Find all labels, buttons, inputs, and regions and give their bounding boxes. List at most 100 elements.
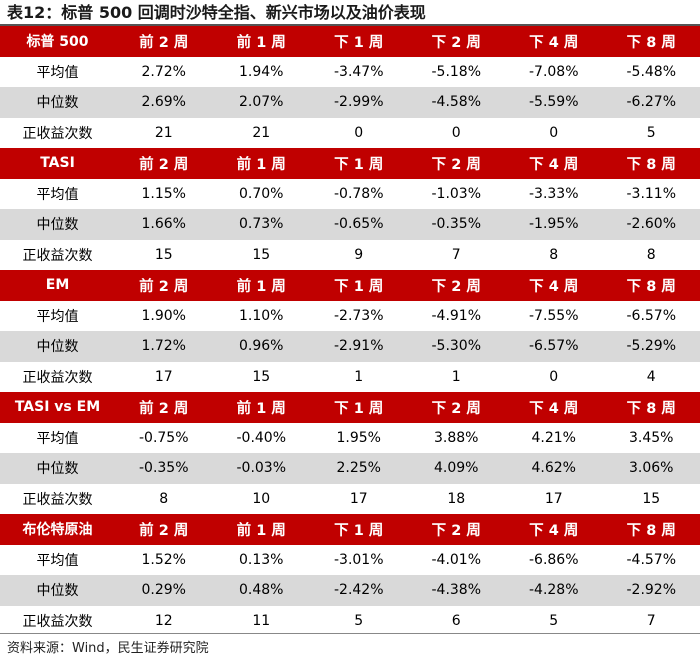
- column-header: 前 1 周: [236, 400, 286, 417]
- column-header: 下 8 周: [626, 156, 676, 173]
- table-cell: 2.25%: [336, 460, 381, 477]
- table-row: 中位数 0.29% 0.48% -2.42% -4.38% -4.28% -2.92%: [0, 575, 700, 606]
- table-cell: 7: [646, 612, 656, 629]
- table-cell: 8: [159, 490, 169, 507]
- table-cell: -3.33%: [528, 185, 579, 202]
- column-header: 前 2 周: [139, 34, 189, 51]
- row-label: 正收益次数: [22, 247, 93, 264]
- table-cell: 1.94%: [239, 63, 284, 80]
- table-cell: -2.60%: [626, 216, 677, 233]
- table-cell: -4.57%: [626, 551, 677, 568]
- table-cell: 21: [252, 124, 271, 141]
- table-cell: 3.88%: [434, 429, 479, 446]
- table-cell: 0.48%: [239, 582, 284, 599]
- table-row: 正收益次数 12 11 5 6 5 7: [0, 605, 700, 636]
- table-row: 平均值 -0.75% -0.40% 1.95% 3.88% 4.21% 3.45%: [0, 422, 700, 453]
- table-cell: 1.72%: [141, 338, 186, 355]
- table-cell: -7.55%: [528, 307, 579, 324]
- table-header-row: TASI 前 2 周 前 1 周 下 1 周 下 2 周 下 4 周 下 8 周: [0, 148, 700, 179]
- table-row: 中位数 2.69% 2.07% -2.99% -4.58% -5.59% -6.27%: [0, 87, 700, 118]
- table-cell: 8: [549, 246, 559, 263]
- column-header: 下 1 周: [334, 156, 384, 173]
- table-cell: -6.86%: [528, 551, 579, 568]
- table-cell: -4.28%: [528, 582, 579, 599]
- table-cell: -2.91%: [333, 338, 384, 355]
- title-rule: [0, 24, 700, 26]
- column-header: 下 2 周: [431, 400, 481, 417]
- table-cell: 12: [154, 612, 173, 629]
- column-header: 下 4 周: [529, 400, 579, 417]
- table-cell: -0.75%: [138, 429, 189, 446]
- column-header: 前 1 周: [236, 156, 286, 173]
- table-cell: 3.45%: [629, 429, 674, 446]
- column-header: 下 1 周: [334, 522, 384, 539]
- source-note: 资料来源：Wind，民生证券研究院: [7, 641, 209, 656]
- column-header: 下 2 周: [431, 34, 481, 51]
- row-label: 正收益次数: [22, 369, 93, 386]
- table-row: 平均值 1.52% 0.13% -3.01% -4.01% -6.86% -4.57%: [0, 544, 700, 575]
- table-cell: -0.65%: [333, 216, 384, 233]
- table-cell: -3.01%: [333, 551, 384, 568]
- column-header: 下 4 周: [529, 34, 579, 51]
- column-header: 下 1 周: [334, 400, 384, 417]
- table-cell: -7.08%: [528, 63, 579, 80]
- table-cell: 15: [252, 368, 271, 385]
- table-cell: -4.91%: [431, 307, 482, 324]
- table-cell: 15: [642, 490, 661, 507]
- table-block: EM 前 2 周 前 1 周 下 1 周 下 2 周 下 4 周 下 8 周平均值 1.90%…: [0, 270, 700, 392]
- row-label: 中位数: [36, 95, 79, 112]
- table-cell: -2.92%: [626, 582, 677, 599]
- table-cell: -5.18%: [431, 63, 482, 80]
- table-cell: -1.03%: [431, 185, 482, 202]
- column-header: 下 1 周: [334, 278, 384, 295]
- table-cell: 15: [252, 246, 271, 263]
- row-label: 正收益次数: [22, 125, 93, 142]
- column-header: 下 4 周: [529, 156, 579, 173]
- column-header: 下 2 周: [431, 522, 481, 539]
- table-title: 表12：标普 500 回调时沙特全指、新兴市场以及油价表现: [7, 3, 426, 22]
- table-cell: 3.06%: [629, 460, 674, 477]
- table-block: TASI vs EM 前 2 周 前 1 周 下 1 周 下 2 周 下 4 周 下 8 周…: [0, 392, 700, 514]
- table-cell: 10: [252, 490, 271, 507]
- row-label: 平均值: [36, 186, 79, 203]
- column-header: 前 1 周: [236, 278, 286, 295]
- table-cell: -4.01%: [431, 551, 482, 568]
- block-name: 布伦特原油: [22, 522, 93, 539]
- performance-table: 标普 500 前 2 周前 1 周下 1 周下 2 周下 4 周下 8 周平均值 2…: [0, 26, 700, 636]
- column-header: 前 2 周: [139, 278, 189, 295]
- table-cell: 21: [154, 124, 173, 141]
- row-label: 平均值: [36, 430, 79, 447]
- column-header: 下 8 周: [626, 34, 676, 51]
- table-cell: 8: [646, 246, 656, 263]
- block-name: EM: [45, 277, 70, 294]
- table-cell: 1.15%: [141, 185, 186, 202]
- table-cell: 4.62%: [531, 460, 576, 477]
- table-row: 中位数 1.72% 0.96% -2.91% -5.30% -6.57% -5.29%: [0, 331, 700, 362]
- row-label: 中位数: [36, 217, 79, 234]
- table-cell: 17: [349, 490, 368, 507]
- table-block: 布伦特原油 前 2 周 前 1 周 下 1 周 下 2 周 下 4 周 下 8 周平均值 1.…: [0, 514, 700, 636]
- table-header-row: 布伦特原油 前 2 周 前 1 周 下 1 周 下 2 周 下 4 周 下 8 周: [0, 514, 700, 545]
- table-cell: 5: [354, 612, 364, 629]
- row-label: 中位数: [36, 461, 79, 478]
- column-header: 下 8 周: [626, 400, 676, 417]
- table-row: 正收益次数 21 21 0 0 0 5: [0, 117, 700, 148]
- table-cell: 0: [549, 368, 559, 385]
- table-row: 正收益次数 8 10 17 18 17 15: [0, 483, 700, 514]
- table-cell: -3.11%: [626, 185, 677, 202]
- column-header: 下 2 周: [431, 156, 481, 173]
- table-cell: 2.72%: [141, 63, 186, 80]
- table-cell: -5.30%: [431, 338, 482, 355]
- table-cell: 0.73%: [239, 216, 284, 233]
- column-header: 前 1 周: [236, 522, 286, 539]
- table-cell: 0.13%: [239, 551, 284, 568]
- row-label: 平均值: [36, 308, 79, 325]
- table-cell: 0.29%: [141, 582, 186, 599]
- table-header-row: 标普 500 前 2 周 前 1 周 下 1 周 下 2 周 下 4 周 下 8 周: [0, 26, 700, 57]
- table-cell: 0: [549, 124, 559, 141]
- table-cell: -6.57%: [528, 338, 579, 355]
- column-header: 下 8 周: [626, 522, 676, 539]
- table-row: 平均值 1.90% 1.10% -2.73% -4.91% -7.55% -6.57%: [0, 300, 700, 331]
- column-header: 前 2 周: [139, 156, 189, 173]
